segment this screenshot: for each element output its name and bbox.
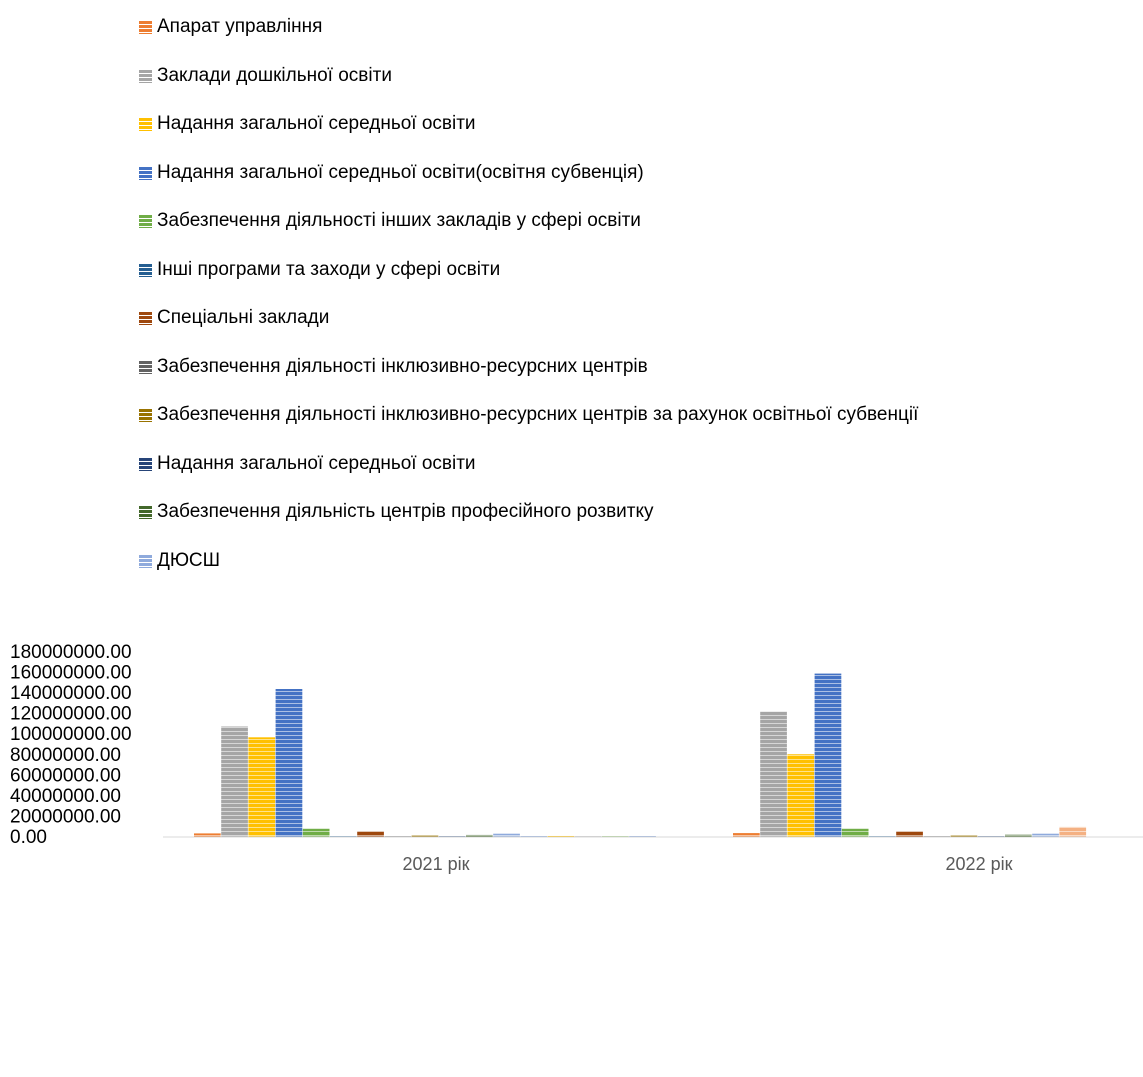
legend-label: Забезпечення діяльності інклюзивно-ресур…	[157, 355, 648, 377]
legend-swatch	[139, 21, 152, 34]
bar	[1059, 826, 1087, 837]
x-axis: 2021 рік 2022 рік	[403, 854, 1013, 874]
bar	[466, 834, 493, 837]
y-tick-label: 140000000.00	[10, 683, 132, 704]
legend-label: Забезпечення діяльність центрів професій…	[157, 501, 654, 522]
y-tick-label: 60000000.00	[10, 765, 121, 786]
y-tick-label: 180000000.00	[10, 642, 132, 663]
bar	[547, 835, 575, 837]
bar	[841, 828, 869, 837]
legend-label: ДЮСШ	[157, 549, 220, 571]
legend-label: Заклади дошкільної освіти	[157, 64, 392, 86]
legend-label: Надання загальної середньої освіти	[157, 452, 476, 474]
legend-swatch	[139, 215, 152, 228]
y-tick-label: 80000000.00	[10, 745, 121, 766]
bar	[950, 835, 978, 837]
legend-label: Надання загальної середньої освіти	[157, 113, 476, 134]
bar	[411, 835, 439, 837]
x-tick-label: 2021 рік	[403, 854, 470, 874]
legend-swatch	[139, 263, 152, 277]
bar	[357, 831, 384, 837]
bar	[1005, 834, 1032, 837]
bar	[1032, 833, 1059, 837]
legend-label: Апарат управління	[157, 16, 323, 37]
x-tick-label: 2022 рік	[946, 854, 1013, 874]
legend-label: Інші програми та заходи у сфері освіти	[157, 258, 501, 280]
legend-swatch	[139, 69, 152, 83]
legend-label: Спеціальні заклади	[157, 307, 330, 328]
bar	[248, 737, 276, 837]
y-tick-label: 40000000.00	[10, 786, 121, 807]
legend-swatch	[139, 554, 152, 568]
bar	[896, 831, 923, 837]
bar	[221, 726, 248, 837]
legend-label: Забезпечення діяльності інклюзивно-ресур…	[157, 404, 919, 425]
y-tick-label: 160000000.00	[10, 663, 132, 684]
bar	[787, 754, 815, 837]
y-tick-label: 0.00	[10, 827, 47, 848]
legend-label: Забезпечення діяльності інших закладів у…	[157, 210, 641, 231]
legend-swatch	[139, 118, 152, 131]
legend-swatch	[139, 312, 152, 325]
legend-label: Надання загальної середньої освіти(освіт…	[157, 161, 644, 183]
legend-swatch	[139, 360, 152, 374]
y-tick-label: 120000000.00	[10, 704, 132, 725]
bar	[814, 673, 842, 837]
legend-swatch	[139, 506, 152, 519]
y-tick-label: 20000000.00	[10, 806, 121, 827]
legend-swatch	[139, 409, 152, 422]
legend-swatch	[139, 457, 152, 471]
bar	[302, 828, 330, 837]
bar	[733, 833, 760, 837]
bar	[275, 689, 303, 837]
y-tick-label: 100000000.00	[10, 724, 132, 745]
bar	[493, 833, 520, 837]
bar	[760, 711, 787, 837]
y-axis: 0.0020000000.0040000000.0060000000.00800…	[10, 642, 132, 848]
legend-swatch	[139, 166, 152, 180]
bar	[194, 833, 221, 837]
bars	[194, 673, 1087, 837]
